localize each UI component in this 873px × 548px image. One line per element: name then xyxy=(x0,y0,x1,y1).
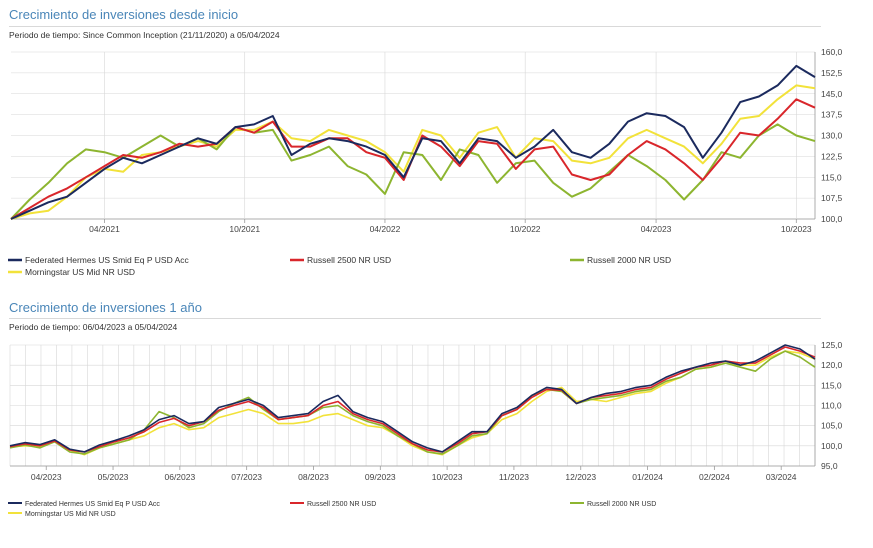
chart2-series-federated-line xyxy=(9,344,816,453)
chart1-series-russell2000-line xyxy=(10,123,816,220)
chart2-y-tick-label: 125,0 xyxy=(821,340,843,350)
chart2-x-tick-label: 03/2024 xyxy=(766,472,797,482)
chart1-x-tick-label: 04/2022 xyxy=(370,224,401,234)
chart1-x-tick-label: 04/2021 xyxy=(89,224,120,234)
chart1-series-morningstar-line xyxy=(10,84,816,220)
chart2-y-tick-label: 110,0 xyxy=(821,401,842,411)
chart2-x-tick-label: 02/2024 xyxy=(699,472,730,482)
chart1-subtitle: Periodo de tiempo: Since Common Inceptio… xyxy=(9,30,280,40)
chart2-y-tick-label: 95,0 xyxy=(821,461,838,471)
chart2-legend-label-russell2500: Russell 2500 NR USD xyxy=(307,501,376,508)
chart2-x-tick-label: 01/2024 xyxy=(632,472,663,482)
chart1-y-tick-label: 100,0 xyxy=(821,214,843,224)
chart1-legend-label-federated: Federated Hermes US Smid Eq P USD Acc xyxy=(25,255,190,265)
chart2-x-tick-label: 07/2023 xyxy=(231,472,262,482)
chart2-title-rule xyxy=(9,318,821,319)
chart1-y-tick-label: 160,0 xyxy=(821,47,843,57)
chart1-y-tick-label: 145,0 xyxy=(821,89,843,99)
chart2-legend-label-russell2000: Russell 2000 NR USD xyxy=(587,501,656,508)
chart2-x-tick-label: 09/2023 xyxy=(365,472,396,482)
chart1-legend-label-morningstar: Morningstar US Mid NR USD xyxy=(25,267,135,277)
chart2-x-tick-label: 11/2023 xyxy=(499,472,529,482)
chart1-x-tick-label: 10/2023 xyxy=(781,224,812,234)
chart2-title: Crecimiento de inversiones 1 año xyxy=(9,300,202,315)
chart1-x-tick-label: 10/2021 xyxy=(229,224,260,234)
chart2-legend-label-morningstar: Morningstar US Mid NR USD xyxy=(25,511,116,518)
chart2-legend-label-federated: Federated Hermes US Smid Eq P USD Acc xyxy=(25,501,160,508)
chart2-x-tick-label: 08/2023 xyxy=(298,472,329,482)
chart2-series-russell2500-line xyxy=(9,346,816,453)
chart2-y-tick-label: 100,0 xyxy=(821,441,843,451)
chart1-x-tick-label: 04/2023 xyxy=(641,224,672,234)
chart1-series-federated-line xyxy=(10,64,816,220)
chart2-y-tick-label: 120,0 xyxy=(821,360,843,370)
chart2-y-tick-label: 115,0 xyxy=(821,380,842,390)
chart2: 95,0 100,0 105,0 110,0 115,0 120,0 125,0 04/202… xyxy=(8,340,843,518)
chart1-legend-label-russell2000: Russell 2000 NR USD xyxy=(587,255,671,265)
chart1-y-tick-label: 122,5 xyxy=(821,151,843,161)
chart2-subtitle: Periodo de tiempo: 06/04/2023 a 05/04/20… xyxy=(9,322,178,332)
chart2-x-tick-label: 12/2023 xyxy=(565,472,596,482)
chart1: 100,0 107,5 115,0 122,5 130,0 137,5 145,0 152,5… xyxy=(8,47,843,277)
chart2-x-tick-label: 05/2023 xyxy=(98,472,129,482)
chart2-x-tick-label: 04/2023 xyxy=(31,472,62,482)
chart2-y-tick-label: 105,0 xyxy=(821,421,843,431)
chart1-y-tick-label: 130,0 xyxy=(821,131,843,141)
chart1-legend-label-russell2500: Russell 2500 NR USD xyxy=(307,255,391,265)
chart1-y-tick-label: 107,5 xyxy=(821,193,843,203)
chart1-x-tick-label: 10/2022 xyxy=(510,224,541,234)
chart1-y-tick-label: 115,0 xyxy=(821,172,842,182)
chart1-title-rule xyxy=(9,26,821,27)
chart1-y-tick-label: 152,5 xyxy=(821,68,843,78)
chart2-x-tick-label: 10/2023 xyxy=(432,472,463,482)
chart1-y-tick-label: 137,5 xyxy=(821,110,843,120)
chart2-x-tick-label: 06/2023 xyxy=(164,472,195,482)
chart1-title: Crecimiento de inversiones desde inicio xyxy=(9,7,239,22)
